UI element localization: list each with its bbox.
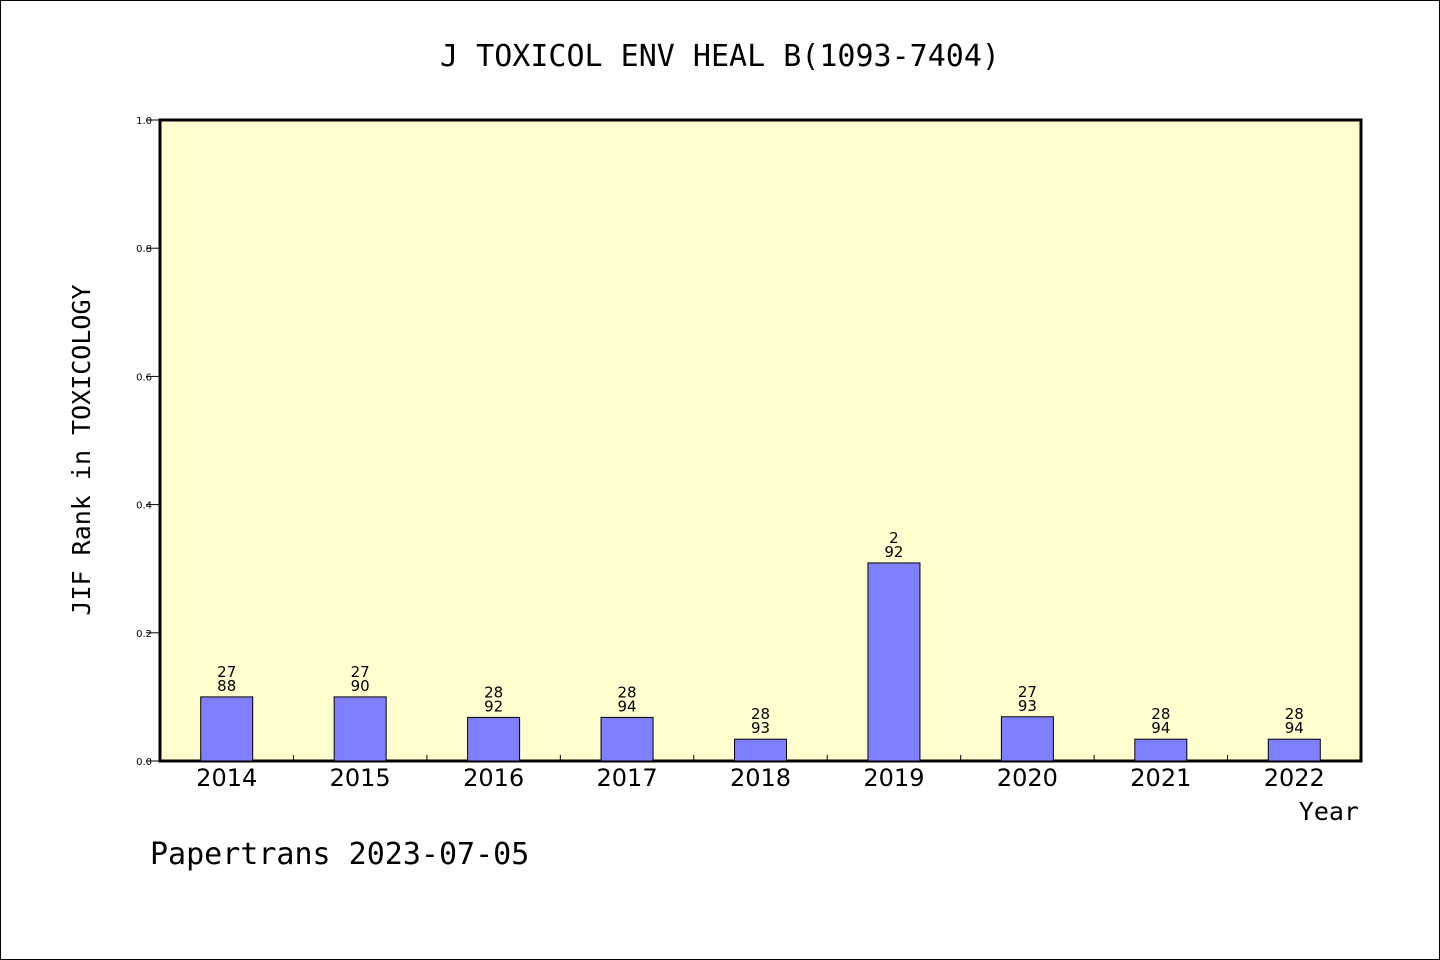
bar-label-total: 92: [484, 697, 503, 715]
chart-title: J TOXICOL ENV HEAL B(1093-7404): [440, 39, 1000, 74]
x-tick-label: 2016: [463, 764, 524, 792]
bar-label-total: 92: [884, 543, 903, 561]
x-tick-label: 2021: [1130, 764, 1191, 792]
bar: [734, 738, 787, 762]
bar-label-total: 88: [217, 677, 236, 695]
x-tick-label: 2015: [330, 764, 391, 792]
bar: [467, 716, 521, 762]
bar-label-total: 94: [618, 697, 637, 715]
bar-label-rank: 28: [1285, 705, 1304, 723]
x-tick-label: 2018: [730, 764, 791, 792]
y-tick-label: 0.2: [136, 629, 152, 640]
y-tick-label: 0.6: [136, 372, 152, 383]
y-tick-label: 0.4: [136, 501, 152, 512]
x-tick-label: 2017: [597, 764, 658, 792]
bar-label-rank: 27: [217, 663, 236, 681]
bar-label-rank: 28: [1151, 705, 1170, 723]
plot-area: [158, 118, 1363, 763]
bar: [1267, 738, 1321, 762]
bar-label-rank: 28: [484, 683, 503, 701]
bar-label-total: 94: [1151, 719, 1170, 737]
x-axis-label: Year: [1299, 797, 1359, 826]
bar-label-rank: 27: [1018, 683, 1037, 701]
footer-credit: Papertrans 2023-07-05: [150, 837, 529, 872]
y-axis-label: JIF Rank in TOXICOLOGY: [67, 284, 96, 615]
bar: [1000, 716, 1054, 762]
bar-label-rank: 28: [618, 683, 637, 701]
bar: [1134, 738, 1188, 762]
x-axis: 2014 2015 2016 2017 2018 2019 2020 2021 2022: [196, 755, 1325, 792]
bars-group: [200, 562, 1321, 762]
bar: [867, 562, 921, 762]
bar-label-rank: 28: [751, 705, 770, 723]
x-tick-label: 2014: [196, 764, 257, 792]
bar-label-rank: 27: [351, 663, 370, 681]
y-tick-label: 0.0: [136, 757, 152, 768]
bar-label-total: 90: [351, 677, 370, 695]
bar: [333, 696, 387, 762]
x-tick-label: 2019: [863, 764, 924, 792]
bar-label-total: 93: [1018, 697, 1037, 715]
y-tick-label: 1.0: [136, 116, 152, 127]
bar-label-total: 93: [751, 719, 770, 737]
x-tick-label: 2022: [1264, 764, 1325, 792]
y-tick-label: 0.8: [136, 244, 152, 255]
bar: [600, 716, 654, 762]
y-axis: 0.0 0.2 0.4 0.6 0.8 1.0: [136, 116, 160, 768]
bar: [200, 696, 254, 762]
bar-label-rank: 2: [889, 529, 899, 547]
x-tick-label: 2020: [997, 764, 1058, 792]
bar-label-total: 94: [1285, 719, 1304, 737]
